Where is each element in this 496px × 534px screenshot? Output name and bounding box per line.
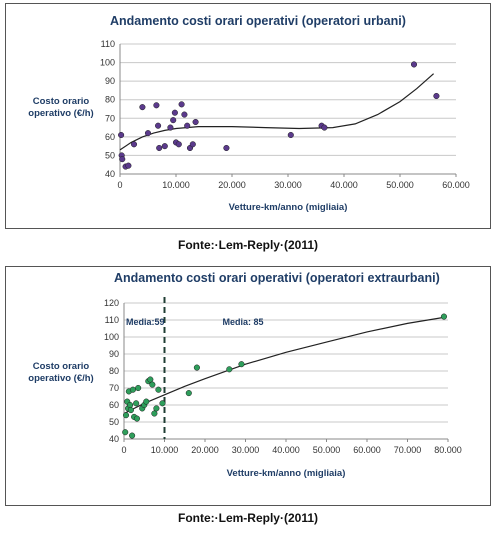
extraurban-mean-annotation-left: Media:59 bbox=[126, 317, 165, 327]
urban-y-tick-label: 90 bbox=[105, 76, 115, 86]
extraurban-data-point bbox=[122, 429, 129, 436]
urban-data-point bbox=[287, 131, 294, 139]
extraurban-data-point bbox=[129, 432, 136, 439]
urban-data-point bbox=[410, 61, 418, 68]
urban-data-point bbox=[144, 130, 152, 137]
urban-data-point bbox=[184, 122, 191, 129]
urban-data-point bbox=[167, 124, 174, 131]
urban-data-point bbox=[433, 92, 440, 100]
extraurban-data-point bbox=[440, 313, 448, 320]
extraurban-data-point bbox=[122, 412, 130, 419]
extraurban-y-tick-label: 70 bbox=[109, 383, 119, 393]
extraurban-x-tick-label: 20.000 bbox=[191, 445, 219, 455]
extraurban-y-tick-label: 50 bbox=[109, 417, 119, 427]
urban-data-point bbox=[223, 144, 230, 152]
extraurban-trend-line bbox=[123, 316, 444, 415]
urban-data-point bbox=[175, 141, 182, 148]
extraurban-data-point bbox=[135, 384, 142, 392]
urban-data-point bbox=[178, 101, 185, 108]
urban-y-tick-label: 80 bbox=[105, 95, 115, 105]
urban-y-tick-label: 50 bbox=[105, 150, 115, 160]
urban-data-point bbox=[189, 141, 196, 148]
extraurban-data-point bbox=[238, 361, 245, 368]
extraurban-data-point bbox=[193, 364, 200, 371]
extraurban-y-tick-label: 90 bbox=[109, 349, 119, 359]
extraurban-data-point bbox=[185, 390, 192, 397]
urban-data-point bbox=[125, 162, 132, 169]
urban-y-axis-label: Costo orario bbox=[33, 96, 90, 107]
extraurban-y-axis-label: operativo (€/h) bbox=[28, 373, 93, 384]
urban-data-point bbox=[192, 118, 199, 126]
extraurban-data-point bbox=[155, 386, 162, 393]
urban-chart-title: Andamento costi orari operativi (operato… bbox=[110, 14, 406, 28]
extraurban-data-point bbox=[147, 376, 154, 383]
extraurban-x-tick-label: 70.000 bbox=[394, 445, 422, 455]
extraurban-y-tick-label: 100 bbox=[104, 332, 119, 342]
urban-data-point bbox=[139, 104, 146, 111]
extraurban-chart: Andamento costi orari operativi (operato… bbox=[28, 271, 462, 479]
extraurban-data-point bbox=[159, 400, 166, 407]
urban-y-tick-label: 40 bbox=[105, 169, 115, 179]
extraurban-y-tick-label: 80 bbox=[109, 366, 119, 376]
urban-data-point bbox=[321, 124, 328, 131]
extraurban-data-point bbox=[143, 398, 150, 405]
extraurban-data-point bbox=[151, 410, 158, 417]
extraurban-y-tick-label: 110 bbox=[105, 315, 119, 325]
urban-data-point bbox=[119, 156, 126, 163]
extraurban-y-tick-label: 120 bbox=[104, 298, 119, 308]
extraurban-data-point bbox=[127, 401, 134, 409]
extraurban-y-tick-label: 40 bbox=[109, 434, 119, 444]
extraurban-x-tick-label: 0 bbox=[121, 445, 126, 455]
extraurban-x-tick-label: 10.000 bbox=[151, 445, 179, 455]
urban-y-tick-label: 110 bbox=[101, 39, 115, 49]
urban-x-tick-label: 50.000 bbox=[386, 180, 414, 190]
extraurban-y-axis-label: Costo orario bbox=[33, 361, 90, 372]
urban-x-tick-label: 60.000 bbox=[442, 180, 470, 190]
extraurban-data-point bbox=[149, 381, 156, 388]
urban-y-tick-label: 70 bbox=[105, 113, 115, 123]
extraurban-x-tick-label: 50.000 bbox=[313, 445, 341, 455]
urban-data-point bbox=[118, 131, 125, 139]
extraurban-data-point bbox=[226, 366, 233, 373]
extraurban-mean-annotation-right: Media: 85 bbox=[223, 317, 264, 327]
extraurban-x-axis-label: Vetture-km/anno (migliaia) bbox=[227, 468, 346, 479]
urban-chart: Andamento costi orari operativi (operato… bbox=[28, 14, 470, 213]
urban-data-point bbox=[171, 109, 178, 116]
extraurban-chart-panel: Andamento costi orari operativi (operato… bbox=[5, 266, 491, 506]
extraurban-data-point bbox=[133, 400, 140, 407]
extraurban-x-tick-label: 80.000 bbox=[434, 445, 462, 455]
extraurban-x-tick-label: 30.000 bbox=[232, 445, 260, 455]
urban-data-point bbox=[130, 141, 138, 148]
urban-data-point bbox=[181, 111, 188, 118]
urban-data-point bbox=[155, 122, 162, 129]
extraurban-chart-source-caption: Fonte:·Lem-Reply·(2011) bbox=[177, 511, 319, 525]
urban-y-axis-label: operativo (€/h) bbox=[28, 108, 93, 119]
urban-data-point bbox=[161, 143, 168, 150]
urban-x-tick-label: 30.000 bbox=[274, 180, 302, 190]
urban-y-tick-label: 60 bbox=[105, 132, 115, 142]
extraurban-x-tick-label: 40.000 bbox=[272, 445, 300, 455]
urban-data-point bbox=[170, 117, 177, 124]
extraurban-data-point bbox=[129, 386, 136, 393]
urban-x-tick-label: 20.000 bbox=[218, 180, 246, 190]
urban-chart-source-caption: Fonte:·Lem-Reply·(2011) bbox=[177, 238, 319, 252]
urban-x-axis-label: Vetture-km/anno (migliaia) bbox=[229, 202, 348, 213]
urban-x-tick-label: 40.000 bbox=[330, 180, 358, 190]
urban-x-tick-label: 10.000 bbox=[162, 180, 190, 190]
extraurban-data-point bbox=[127, 407, 134, 414]
urban-y-tick-label: 100 bbox=[100, 58, 115, 68]
extraurban-data-point bbox=[133, 415, 141, 422]
extraurban-chart-title: Andamento costi orari operativi (operato… bbox=[114, 271, 440, 285]
urban-x-tick-label: 0 bbox=[117, 180, 122, 190]
extraurban-y-tick-label: 60 bbox=[109, 400, 119, 410]
urban-trend-line bbox=[119, 73, 434, 151]
extraurban-data-point bbox=[153, 405, 160, 412]
urban-data-point bbox=[156, 144, 163, 152]
urban-data-point bbox=[153, 102, 160, 109]
urban-chart-panel: Andamento costi orari operativi (operato… bbox=[5, 3, 491, 229]
extraurban-x-tick-label: 60.000 bbox=[353, 445, 381, 455]
